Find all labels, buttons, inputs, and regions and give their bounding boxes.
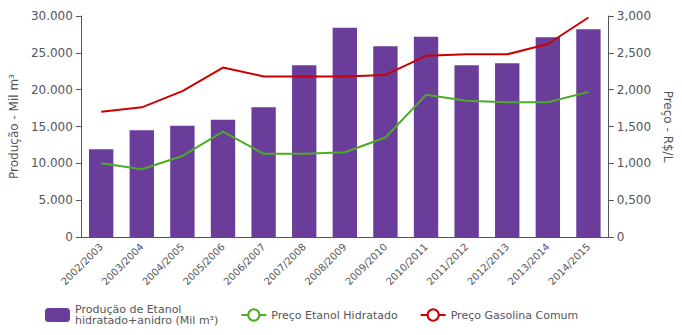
svg-text:2010/2011: 2010/2011 xyxy=(384,241,430,287)
svg-text:2006/2007: 2006/2007 xyxy=(221,241,267,287)
svg-text:25.000: 25.000 xyxy=(31,46,73,60)
svg-text:Preço Gasolina Comum: Preço Gasolina Comum xyxy=(451,309,579,322)
svg-text:0,500: 0,500 xyxy=(617,193,651,207)
svg-text:2004/2005: 2004/2005 xyxy=(140,241,186,287)
svg-text:30.000: 30.000 xyxy=(31,9,73,23)
svg-text:3,000: 3,000 xyxy=(617,9,651,23)
svg-text:2003/2004: 2003/2004 xyxy=(100,241,146,287)
svg-text:2013/2014: 2013/2014 xyxy=(506,241,552,287)
svg-text:2,000: 2,000 xyxy=(617,83,651,97)
svg-text:1,000: 1,000 xyxy=(617,156,651,170)
svg-text:2007/2008: 2007/2008 xyxy=(262,241,308,287)
svg-text:2014/2015: 2014/2015 xyxy=(546,241,592,287)
svg-text:2002/2003: 2002/2003 xyxy=(59,241,105,287)
svg-text:2008/2009: 2008/2009 xyxy=(303,241,349,287)
svg-text:hidratado+anidro (Mil m³): hidratado+anidro (Mil m³) xyxy=(75,314,218,327)
svg-text:10.000: 10.000 xyxy=(31,156,73,170)
svg-text:1,500: 1,500 xyxy=(617,120,651,134)
svg-text:0: 0 xyxy=(65,230,73,244)
svg-text:Produção - Mil m³: Produção - Mil m³ xyxy=(7,74,21,179)
svg-text:20.000: 20.000 xyxy=(31,83,73,97)
svg-text:15.000: 15.000 xyxy=(31,120,73,134)
svg-text:2,500: 2,500 xyxy=(617,46,651,60)
svg-text:2009/2010: 2009/2010 xyxy=(343,241,389,287)
svg-text:2011/2012: 2011/2012 xyxy=(424,241,470,287)
svg-text:Preço Etanol Hidratado: Preço Etanol Hidratado xyxy=(271,309,398,322)
svg-text:Produção de Etanol: Produção de Etanol xyxy=(75,303,182,316)
svg-text:0: 0 xyxy=(617,230,625,244)
svg-text:2005/2006: 2005/2006 xyxy=(181,241,227,287)
svg-text:5.000: 5.000 xyxy=(39,193,73,207)
svg-text:Preço - R$/L: Preço - R$/L xyxy=(661,91,675,163)
svg-text:2012/2013: 2012/2013 xyxy=(465,241,511,287)
